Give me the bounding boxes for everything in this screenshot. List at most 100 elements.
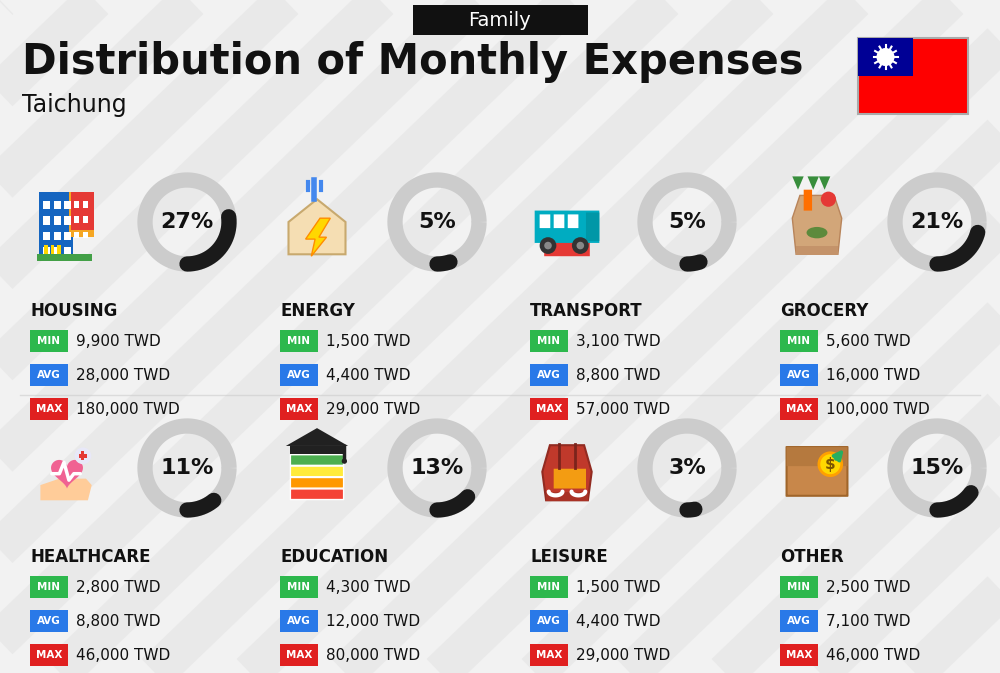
Text: 3,100 TWD: 3,100 TWD: [576, 334, 661, 349]
Text: 9,900 TWD: 9,900 TWD: [76, 334, 161, 349]
Text: 29,000 TWD: 29,000 TWD: [326, 402, 420, 417]
FancyBboxPatch shape: [280, 398, 318, 420]
Text: MAX: MAX: [36, 404, 62, 414]
Text: MAX: MAX: [786, 404, 812, 414]
Text: MIN: MIN: [38, 582, 60, 592]
FancyBboxPatch shape: [535, 211, 599, 243]
FancyBboxPatch shape: [787, 447, 847, 466]
FancyBboxPatch shape: [780, 644, 818, 666]
Polygon shape: [286, 428, 348, 446]
Circle shape: [576, 242, 584, 250]
Text: 15%: 15%: [910, 458, 964, 478]
Text: Distribution of Monthly Expenses: Distribution of Monthly Expenses: [22, 41, 804, 83]
Circle shape: [876, 48, 895, 66]
Text: 21%: 21%: [910, 212, 964, 232]
Text: AVG: AVG: [37, 370, 61, 380]
Text: 27%: 27%: [160, 212, 214, 232]
Text: 29,000 TWD: 29,000 TWD: [576, 647, 670, 662]
FancyBboxPatch shape: [780, 398, 818, 420]
FancyBboxPatch shape: [57, 245, 61, 256]
FancyBboxPatch shape: [83, 232, 88, 238]
Text: MIN: MIN: [288, 582, 310, 592]
FancyBboxPatch shape: [74, 232, 79, 238]
FancyBboxPatch shape: [290, 446, 344, 454]
Text: 5,600 TWD: 5,600 TWD: [826, 334, 911, 349]
Text: 46,000 TWD: 46,000 TWD: [826, 647, 920, 662]
FancyBboxPatch shape: [43, 232, 50, 240]
Text: 180,000 TWD: 180,000 TWD: [76, 402, 180, 417]
Text: AVG: AVG: [537, 616, 561, 626]
Polygon shape: [288, 199, 346, 254]
Text: 1,500 TWD: 1,500 TWD: [326, 334, 411, 349]
Text: 28,000 TWD: 28,000 TWD: [76, 367, 170, 382]
Text: GROCERY: GROCERY: [780, 302, 868, 320]
FancyBboxPatch shape: [780, 576, 818, 598]
FancyBboxPatch shape: [280, 644, 318, 666]
Ellipse shape: [807, 227, 827, 238]
FancyBboxPatch shape: [280, 330, 318, 352]
Text: AVG: AVG: [787, 616, 811, 626]
FancyBboxPatch shape: [30, 330, 68, 352]
Text: 2,500 TWD: 2,500 TWD: [826, 579, 910, 594]
Text: EDUCATION: EDUCATION: [280, 548, 388, 566]
FancyBboxPatch shape: [290, 477, 344, 488]
Text: 1,500 TWD: 1,500 TWD: [576, 579, 660, 594]
FancyBboxPatch shape: [530, 398, 568, 420]
Text: AVG: AVG: [787, 370, 811, 380]
Text: 8,800 TWD: 8,800 TWD: [576, 367, 660, 382]
Text: 4,300 TWD: 4,300 TWD: [326, 579, 411, 594]
Text: HEALTHCARE: HEALTHCARE: [30, 548, 150, 566]
FancyBboxPatch shape: [780, 330, 818, 352]
Text: MIN: MIN: [538, 582, 560, 592]
FancyBboxPatch shape: [64, 232, 71, 240]
FancyBboxPatch shape: [64, 216, 71, 225]
FancyBboxPatch shape: [787, 447, 847, 496]
FancyBboxPatch shape: [54, 247, 61, 255]
Text: 5%: 5%: [668, 212, 706, 232]
Text: MIN: MIN: [788, 582, 810, 592]
Polygon shape: [40, 479, 92, 500]
Polygon shape: [792, 195, 842, 254]
FancyBboxPatch shape: [546, 491, 588, 501]
Text: MIN: MIN: [538, 336, 560, 346]
FancyBboxPatch shape: [530, 610, 568, 632]
FancyBboxPatch shape: [290, 489, 344, 499]
FancyBboxPatch shape: [280, 576, 318, 598]
Text: MIN: MIN: [288, 336, 310, 346]
Text: AVG: AVG: [287, 370, 311, 380]
Text: HOUSING: HOUSING: [30, 302, 117, 320]
FancyBboxPatch shape: [554, 468, 586, 489]
Polygon shape: [542, 446, 592, 500]
Text: 3%: 3%: [668, 458, 706, 478]
Text: LEISURE: LEISURE: [530, 548, 608, 566]
Text: 4,400 TWD: 4,400 TWD: [576, 614, 660, 629]
Text: AVG: AVG: [287, 616, 311, 626]
FancyBboxPatch shape: [30, 364, 68, 386]
Text: 100,000 TWD: 100,000 TWD: [826, 402, 930, 417]
Text: 8,800 TWD: 8,800 TWD: [76, 614, 160, 629]
Text: AVG: AVG: [37, 616, 61, 626]
FancyBboxPatch shape: [780, 610, 818, 632]
FancyBboxPatch shape: [51, 245, 54, 256]
FancyBboxPatch shape: [71, 192, 94, 229]
Text: 5%: 5%: [418, 212, 456, 232]
Polygon shape: [51, 460, 83, 489]
FancyBboxPatch shape: [554, 215, 564, 228]
Text: 13%: 13%: [410, 458, 464, 478]
FancyBboxPatch shape: [858, 38, 968, 114]
Text: MIN: MIN: [38, 336, 60, 346]
FancyBboxPatch shape: [83, 201, 88, 208]
Text: 16,000 TWD: 16,000 TWD: [826, 367, 920, 382]
FancyBboxPatch shape: [54, 201, 61, 209]
FancyBboxPatch shape: [530, 364, 568, 386]
FancyBboxPatch shape: [64, 201, 71, 209]
Text: TRANSPORT: TRANSPORT: [530, 302, 643, 320]
Text: 57,000 TWD: 57,000 TWD: [576, 402, 670, 417]
Text: MAX: MAX: [536, 650, 562, 660]
FancyBboxPatch shape: [290, 466, 344, 476]
FancyBboxPatch shape: [38, 192, 73, 256]
FancyBboxPatch shape: [44, 245, 48, 256]
Polygon shape: [808, 176, 819, 190]
Circle shape: [572, 237, 589, 254]
Text: 46,000 TWD: 46,000 TWD: [76, 647, 170, 662]
